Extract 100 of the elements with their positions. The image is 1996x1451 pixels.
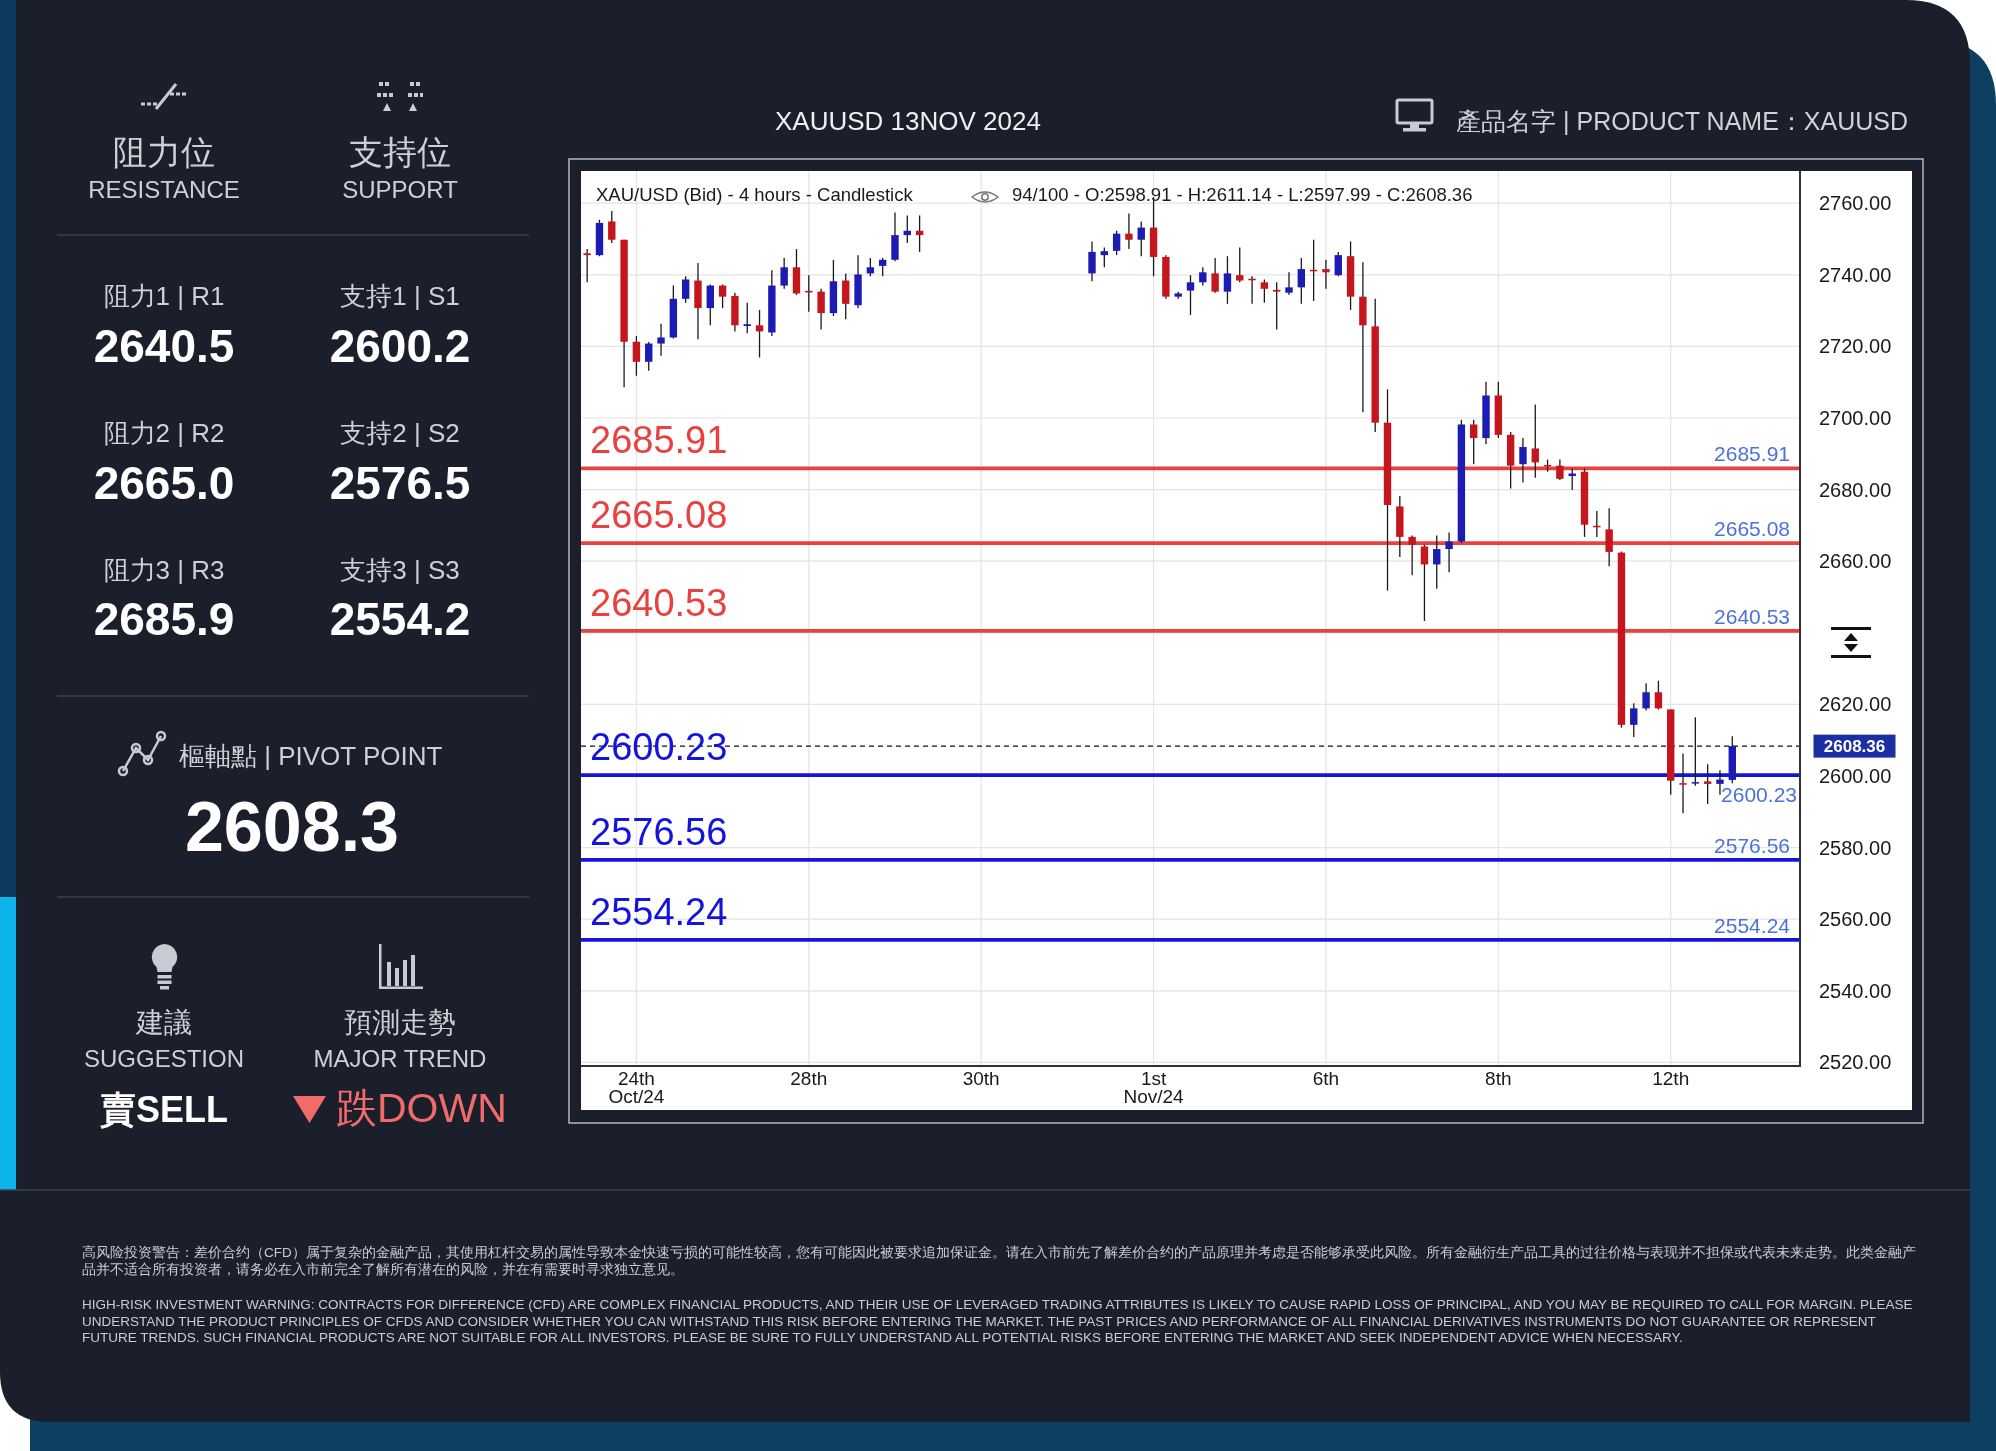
candlestick — [817, 288, 825, 331]
candlestick — [1642, 682, 1650, 712]
x-tick-label: 30th — [962, 1068, 1000, 1089]
annotation: XAU/USD (Bid) - 4 hours - Candlestick — [596, 184, 914, 205]
text: 阻力1 | R1 — [103, 281, 225, 311]
annotation: 94/100 - O:2598.91 - H:2611.14 - L:2597.99 - C:2608.36 — [1012, 184, 1473, 205]
x-tick-label: 1st Nov/24 — [1123, 1068, 1185, 1107]
text: 預測走勢 — [344, 1007, 456, 1038]
candlestick — [1408, 534, 1416, 576]
candlestick — [1654, 680, 1663, 711]
candlestick — [706, 283, 714, 326]
candlestick — [1679, 752, 1687, 814]
text: 2554.24 — [590, 890, 728, 933]
ref-line-label: 2608.36 — [1823, 737, 1886, 757]
candlestick — [1322, 259, 1330, 290]
text: SUGGESTION — [83, 1045, 245, 1072]
candlestick — [1605, 507, 1613, 567]
candlestick — [1716, 769, 1724, 796]
candlestick — [1199, 266, 1207, 287]
candlestick — [1531, 403, 1539, 479]
candlestick — [842, 272, 850, 320]
text: 2608.3 — [184, 788, 400, 866]
candlestick — [1260, 278, 1269, 304]
candlestick — [1703, 763, 1712, 805]
text: 2685.9 — [93, 593, 235, 645]
text: 阻力2 | R2 — [103, 418, 225, 448]
y-tick-label: 2740.00 — [1819, 263, 1892, 286]
text: 支持位 — [349, 133, 451, 171]
text: 2600.23 — [1721, 783, 1797, 807]
text: 2600.2 — [329, 320, 471, 372]
text: 賣SELL — [98, 1089, 229, 1130]
ref-line-label: 2665.08 — [1714, 517, 1790, 541]
text: SUPPORT — [342, 176, 459, 203]
x-tick-label: 12th — [1652, 1068, 1690, 1089]
candlestick — [743, 302, 751, 334]
text: 2576.56 — [590, 810, 728, 853]
candlestick — [1088, 240, 1096, 282]
text: RESISTANCE — [88, 176, 240, 203]
text: 支持1 | S1 — [340, 281, 460, 311]
candlestick — [1137, 220, 1145, 257]
candlestick — [1236, 246, 1244, 283]
ref-line-label: 2600.23 — [590, 726, 728, 769]
candlestick — [657, 323, 665, 357]
text: 跌DOWN — [336, 1085, 507, 1131]
y-tick-label: 2620.00 — [1819, 693, 1892, 716]
ref-line-label: 2576.56 — [1714, 833, 1790, 857]
ref-line-label: 2554.24 — [1714, 913, 1791, 937]
text: 支持3 | S3 — [340, 555, 460, 585]
candlestick — [1125, 212, 1133, 250]
x-tick-label: 28th — [790, 1068, 828, 1089]
candlestick — [1112, 230, 1121, 256]
candlestick — [1186, 274, 1195, 316]
candlestick — [1285, 271, 1293, 296]
candlestick — [878, 257, 887, 277]
y-tick-label: 2540.00 — [1819, 979, 1892, 1002]
text: 2685.91 — [590, 419, 728, 462]
candlestick — [866, 257, 875, 277]
y-tick-label: 2760.00 — [1819, 192, 1892, 215]
candlestick — [1334, 251, 1342, 277]
text: 建議 — [135, 1007, 192, 1038]
candlestick — [718, 283, 727, 309]
y-tick-label: 2580.00 — [1819, 836, 1892, 859]
candlestick — [632, 335, 641, 377]
text: HIGH-RISK INVESTMENT WARNING: CONTRACTS FOR DIFFERENCE (CFD) ARE COMPLEX FINANCIAL PRODUCTS, AND THEIR USE OF LEVERAGED TRADING ATTRIBUTES IS LIKELY TO CAUSE RAPID LOSS OF PRINCIPAL, AND YOU MAY BE REQUIRED TO CALL FOR MARGIN. PLEASE UNDERSTAND THE PRODUCT PRINCIPLES OF CFDS AND CONSIDER WHETHER YOU CAN WITHSTAND THIS RISK BEFORE ENTERING THE MARKET. THE PAST PRICES AND PERFORMANCE OF ALL FINANCIAL DERIVATIVES INSTRUMENTS DO NOT GUARANTEE OR REPRESENT FUTURE TRENDS. SUCH FINANCIAL PRODUCTS ARE NOT SUITABLE FOR ALL INVESTORS. PLEASE BE SURE TO FULLY UNDERSTAND ALL POTENTIAL RISKS BEFORE ENTERING THE MARKET AND SEEK INDEPENDENT ADVICE WHEN NECESSARY. — [82, 1297, 1914, 1347]
ref-line-label: 2640.53 — [1714, 604, 1790, 628]
y-tick-label: 2700.00 — [1819, 407, 1892, 430]
ref-line-label: 2685.91 — [1714, 442, 1790, 466]
candlestick — [755, 309, 764, 359]
candlestick — [1445, 531, 1453, 573]
candlestick — [1211, 257, 1219, 294]
candlestick — [1470, 419, 1478, 465]
text: 2640.53 — [590, 581, 728, 624]
candlestick — [608, 210, 616, 244]
text: MAJOR TREND — [313, 1045, 487, 1072]
candlestick — [1297, 257, 1306, 305]
x-tick-label: 8th — [1485, 1068, 1512, 1089]
text: 2665.08 — [590, 494, 728, 537]
text: 樞軸點 | PIVOT POINT — [179, 741, 443, 771]
text: 2665.0 — [93, 457, 235, 509]
text: 阻力位 — [113, 133, 215, 171]
candlestick — [780, 257, 788, 290]
text: 2554.2 — [329, 593, 471, 645]
candlestick — [1273, 281, 1281, 331]
candlestick — [1433, 534, 1441, 590]
candlestick — [1420, 544, 1429, 622]
chart-title: XAUUSD 13NOV 2024 — [775, 106, 1041, 136]
candlestick — [1100, 246, 1108, 268]
y-tick-label: 2560.00 — [1819, 908, 1892, 931]
y-tick-label: 2660.00 — [1819, 550, 1892, 573]
x-tick-label: 24th Oct/24 — [608, 1068, 665, 1107]
x-tick-label: 6th — [1312, 1068, 1340, 1089]
text: 2576.5 — [329, 457, 471, 509]
candlestick — [583, 248, 591, 283]
text: 阻力3 | R3 — [103, 555, 225, 585]
text: 支持2 | S2 — [340, 418, 460, 448]
chart-subtitle: 產品名字 | PRODUCT NAME：XAUUSD — [1456, 107, 1908, 135]
y-tick-label: 2720.00 — [1819, 335, 1892, 358]
candlestick — [1519, 437, 1527, 484]
text: 2640.5 — [93, 320, 235, 372]
text: 高风险投资警告：差价合约（CFD）属于复杂的金融产品，其使用杠杆交易的属性导致本金快速亏损的可能性较高，您有可能因此被要求追加保证金。请在入市前先了解差价合约的产品原理并考虑是否能够承受此风险。所有金融衍生产品工具的过往价格与表现并不担保或代表未来走势。此类金融产品并不适合所有投资者，请务必在入市前完全了解所有潜在的风险，并在有需要时寻求独立意见。 — [82, 1245, 1917, 1278]
